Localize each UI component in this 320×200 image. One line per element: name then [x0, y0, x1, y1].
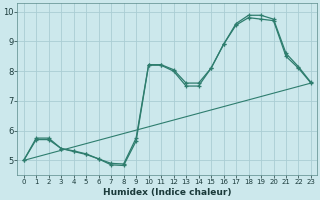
- X-axis label: Humidex (Indice chaleur): Humidex (Indice chaleur): [103, 188, 232, 197]
